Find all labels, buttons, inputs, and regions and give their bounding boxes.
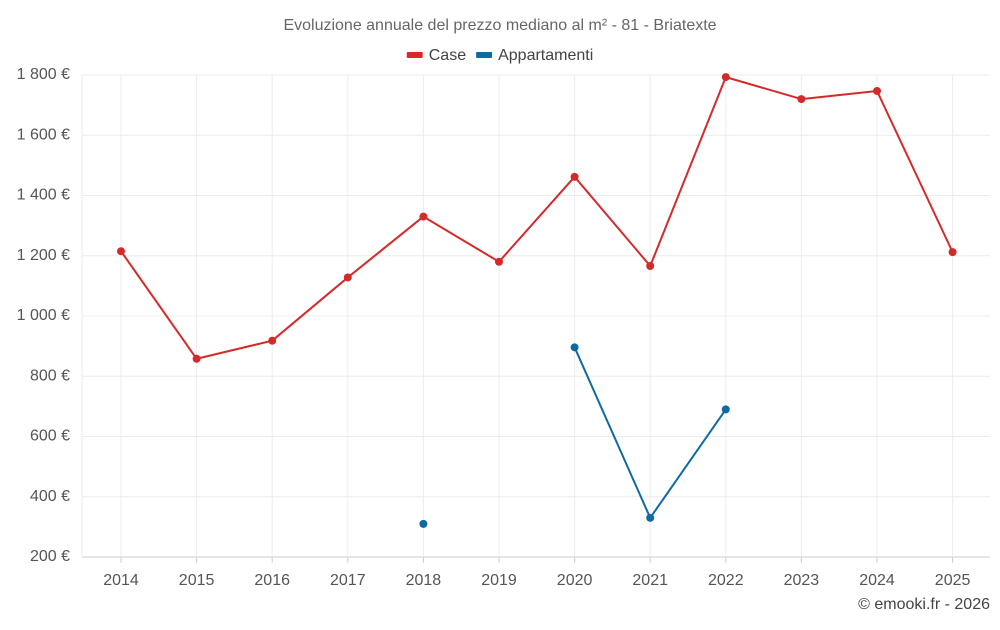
x-tick-label: 2014: [103, 572, 139, 589]
legend-label: Appartamenti: [498, 47, 593, 64]
data-point[interactable]: [268, 336, 277, 345]
series-line: [120, 76, 954, 360]
y-tick-label: 1 400 €: [17, 187, 70, 204]
data-point[interactable]: [570, 172, 579, 181]
y-tick-label: 200 €: [30, 548, 70, 565]
data-point[interactable]: [873, 86, 881, 95]
legend-item-1[interactable]: Appartamenti: [476, 47, 593, 64]
data-point[interactable]: [721, 405, 730, 414]
x-tick-label: 2017: [330, 572, 366, 589]
data-point[interactable]: [343, 273, 352, 282]
series-appartamenti: [419, 343, 730, 528]
data-point[interactable]: [419, 212, 428, 221]
x-tick-label: 2016: [254, 572, 290, 589]
grid: [81, 74, 990, 563]
y-tick-label: 600 €: [30, 428, 70, 445]
data-point[interactable]: [419, 519, 428, 528]
y-tick-label: 1 000 €: [17, 307, 70, 324]
data-point[interactable]: [495, 257, 503, 266]
data-point[interactable]: [797, 95, 806, 104]
legend-swatch: [476, 52, 493, 58]
chart-title: Evoluzione annuale del prezzo mediano al…: [283, 17, 716, 34]
data-point[interactable]: [646, 261, 655, 270]
x-tick-label: 2021: [632, 572, 668, 589]
y-tick-label: 1 200 €: [17, 247, 70, 264]
x-tick-label: 2024: [859, 572, 895, 589]
y-tick-label: 1 800 €: [17, 66, 70, 83]
data-point[interactable]: [948, 248, 957, 257]
y-tick-label: 1 600 €: [17, 126, 70, 143]
data-point[interactable]: [646, 513, 655, 522]
legend: Case Appartamenti: [406, 47, 593, 64]
legend-label: Case: [429, 47, 466, 64]
x-tick-label: 2023: [784, 572, 820, 589]
x-tick-label: 2025: [935, 572, 971, 589]
data-point[interactable]: [721, 73, 730, 82]
x-tick-label: 2019: [481, 572, 517, 589]
legend-item-0[interactable]: Case: [406, 47, 466, 64]
series-case: [117, 73, 957, 363]
y-tick-label: 800 €: [30, 367, 70, 384]
x-tick-label: 2020: [557, 572, 593, 589]
x-tick-label: 2022: [708, 572, 744, 589]
legend-swatch: [406, 52, 423, 58]
data-point[interactable]: [117, 247, 125, 256]
credit-text: © emooki.fr - 2026: [858, 596, 990, 613]
data-point[interactable]: [570, 343, 579, 352]
series-layer: [117, 73, 957, 528]
x-tick-label: 2018: [406, 572, 442, 589]
data-point[interactable]: [192, 354, 201, 363]
y-tick-label: 400 €: [30, 488, 70, 505]
y-axis: 200 € 400 € 600 € 800 € 1 000 € 1 200 € 1 400 …: [17, 66, 70, 565]
x-tick-label: 2015: [179, 572, 215, 589]
x-axis: 2014 2015 2016 2017 2018 2019 2020 2021 2022 2023…: [103, 572, 970, 589]
